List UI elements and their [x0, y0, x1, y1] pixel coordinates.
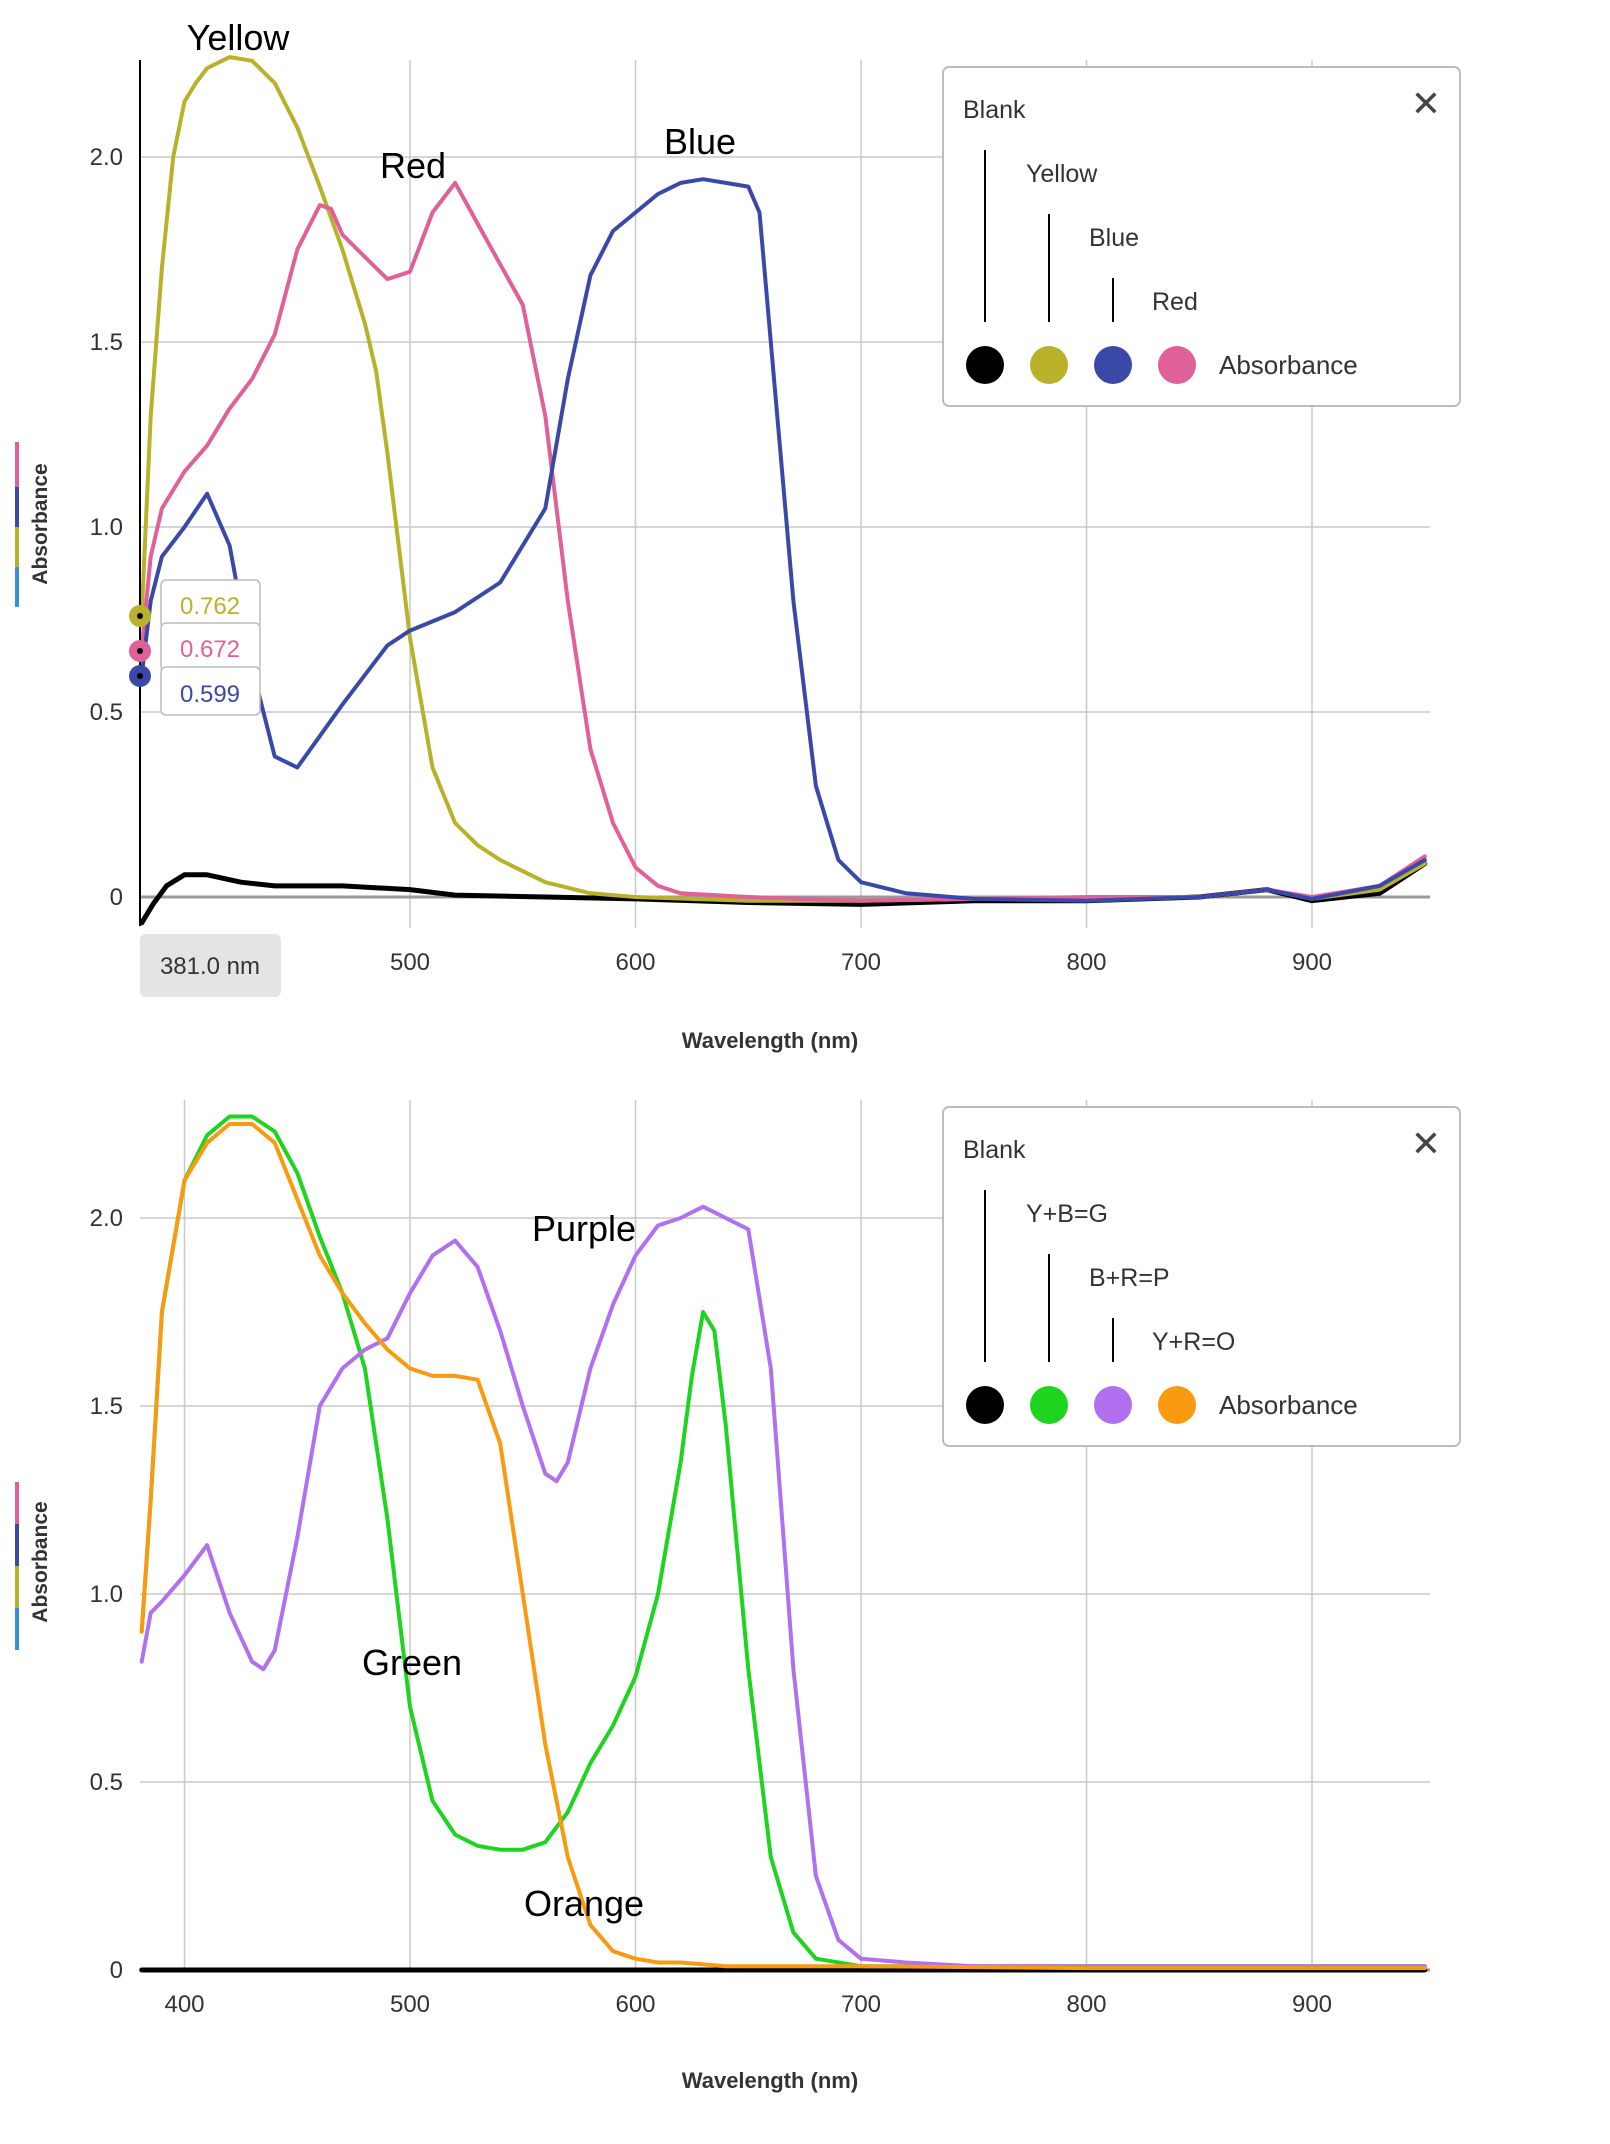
y-axis-color-bar	[15, 1566, 19, 1608]
x-tick-labels: 500 600 700 800 900	[390, 949, 1332, 976]
x-axis-label: Wavelength (nm)	[682, 1028, 858, 1053]
series-line-y-b-g	[139, 1114, 1427, 1969]
series-line-y-r-o	[139, 1122, 1427, 1971]
legend-swatch-red[interactable]	[1158, 346, 1196, 384]
x-tick-label: 900	[1292, 1991, 1332, 2018]
annotation-blue: Blue	[664, 121, 736, 162]
legend-entry-yellow: Yellow	[1026, 160, 1098, 188]
legend-swatch-blue[interactable]	[1094, 346, 1132, 384]
y-tick-label: 0	[110, 1957, 123, 1984]
y-tick-label: 1.0	[90, 514, 123, 541]
legend-entry-orange: Y+R=O	[1152, 1328, 1235, 1356]
y-tick-label: 0	[110, 884, 123, 911]
y-axis-color-bar	[15, 1524, 19, 1566]
y-axis-label-group: Absorbance	[15, 442, 52, 607]
y-tick-label: 1.5	[90, 1393, 123, 1420]
y-tick-labels: 0 0.5 1.0 1.5 2.0	[90, 1205, 123, 1984]
x-tick-labels: 400 500 600 700 800 900	[164, 1991, 1332, 2018]
y-axis-color-bar	[15, 1608, 19, 1650]
close-icon[interactable]: ✕	[1411, 83, 1441, 124]
legend-measure-label: Absorbance	[1219, 350, 1358, 380]
legend-entry-green: Y+B=G	[1026, 1200, 1108, 1228]
close-icon[interactable]: ✕	[1411, 1123, 1441, 1164]
legend-swatch-blank[interactable]	[966, 1386, 1004, 1424]
x-tick-label: 900	[1292, 949, 1332, 976]
legend-swatch-blank[interactable]	[966, 346, 1004, 384]
legend-entry-blank: Blank	[963, 1136, 1026, 1164]
legend-swatch-green[interactable]	[1030, 1386, 1068, 1424]
cursor-value-readouts: 0.762 0.672 0.599	[129, 579, 261, 716]
y-axis-color-bar	[15, 442, 19, 487]
legend-box	[942, 66, 1461, 407]
annotation-purple: Purple	[532, 1208, 636, 1249]
cursor-x-readout-text: 381.0 nm	[160, 953, 260, 980]
chart-top: 0 0.5 1.0 1.5 2.0 500 600 700 800 900 Absorbance…	[15, 17, 1461, 1053]
x-axis-label: Wavelength (nm)	[682, 2068, 858, 2093]
y-axis-label: Absorbance	[29, 463, 52, 584]
cursor-marker-dot	[137, 613, 143, 619]
legend-entry-purple: B+R=P	[1089, 1264, 1170, 1292]
y-axis-label: Absorbance	[29, 1501, 52, 1622]
annotation-green: Green	[362, 1642, 462, 1683]
readout-value-blue: 0.599	[180, 681, 240, 708]
x-tick-label: 700	[841, 1991, 881, 2018]
legend: Blank Yellow Blue Red Absorbance ✕	[942, 66, 1461, 407]
annotation-yellow: Yellow	[187, 17, 291, 58]
readout-box-blue	[160, 666, 261, 716]
y-tick-label: 1.0	[90, 1581, 123, 1608]
legend: Blank Y+B=G B+R=P Y+R=O Absorbance ✕	[942, 1106, 1461, 1447]
cursor-marker-dot	[137, 673, 143, 679]
y-tick-label: 2.0	[90, 1205, 123, 1232]
y-axis-color-bar	[15, 527, 19, 567]
cursor-marker-dot	[137, 648, 143, 654]
x-tick-label: 500	[390, 1991, 430, 2018]
readout-value-yellow: 0.762	[180, 593, 240, 620]
y-axis-color-bar	[15, 567, 19, 607]
legend-swatch-purple[interactable]	[1094, 1386, 1132, 1424]
y-tick-label: 1.5	[90, 329, 123, 356]
series-line-b-r-p	[139, 1204, 1427, 1969]
annotation-red: Red	[380, 145, 446, 186]
y-tick-label: 0.5	[90, 699, 123, 726]
x-tick-label: 800	[1066, 1991, 1106, 2018]
y-axis-label-group: Absorbance	[15, 1482, 52, 1650]
legend-measure-label: Absorbance	[1219, 1390, 1358, 1420]
y-tick-labels: 0 0.5 1.0 1.5 2.0	[90, 144, 123, 911]
y-tick-label: 0.5	[90, 1769, 123, 1796]
legend-swatch-yellow[interactable]	[1030, 346, 1068, 384]
x-tick-label: 600	[615, 949, 655, 976]
legend-swatch-orange[interactable]	[1158, 1386, 1196, 1424]
series-lines	[139, 1114, 1428, 1973]
annotation-orange: Orange	[524, 1883, 644, 1924]
y-tick-label: 2.0	[90, 144, 123, 171]
legend-entry-blue: Blue	[1089, 224, 1139, 252]
legend-entry-blank: Blank	[963, 96, 1026, 124]
cursor-x-readout[interactable]: 381.0 nm	[140, 934, 281, 997]
x-tick-label: 800	[1066, 949, 1106, 976]
chart-bottom: 0 0.5 1.0 1.5 2.0 400 500 600 700 800 900 Absorba…	[15, 1100, 1461, 2093]
legend-entry-red: Red	[1152, 288, 1198, 316]
y-axis-color-bar	[15, 487, 19, 527]
x-tick-label: 700	[841, 949, 881, 976]
x-tick-label: 500	[390, 949, 430, 976]
x-tick-label: 600	[615, 1991, 655, 2018]
cursor-x-readout-box	[140, 934, 281, 997]
x-tick-label: 400	[164, 1991, 204, 2018]
readout-value-red: 0.672	[180, 636, 240, 663]
legend-box	[942, 1106, 1461, 1447]
y-axis-color-bar	[15, 1482, 19, 1524]
